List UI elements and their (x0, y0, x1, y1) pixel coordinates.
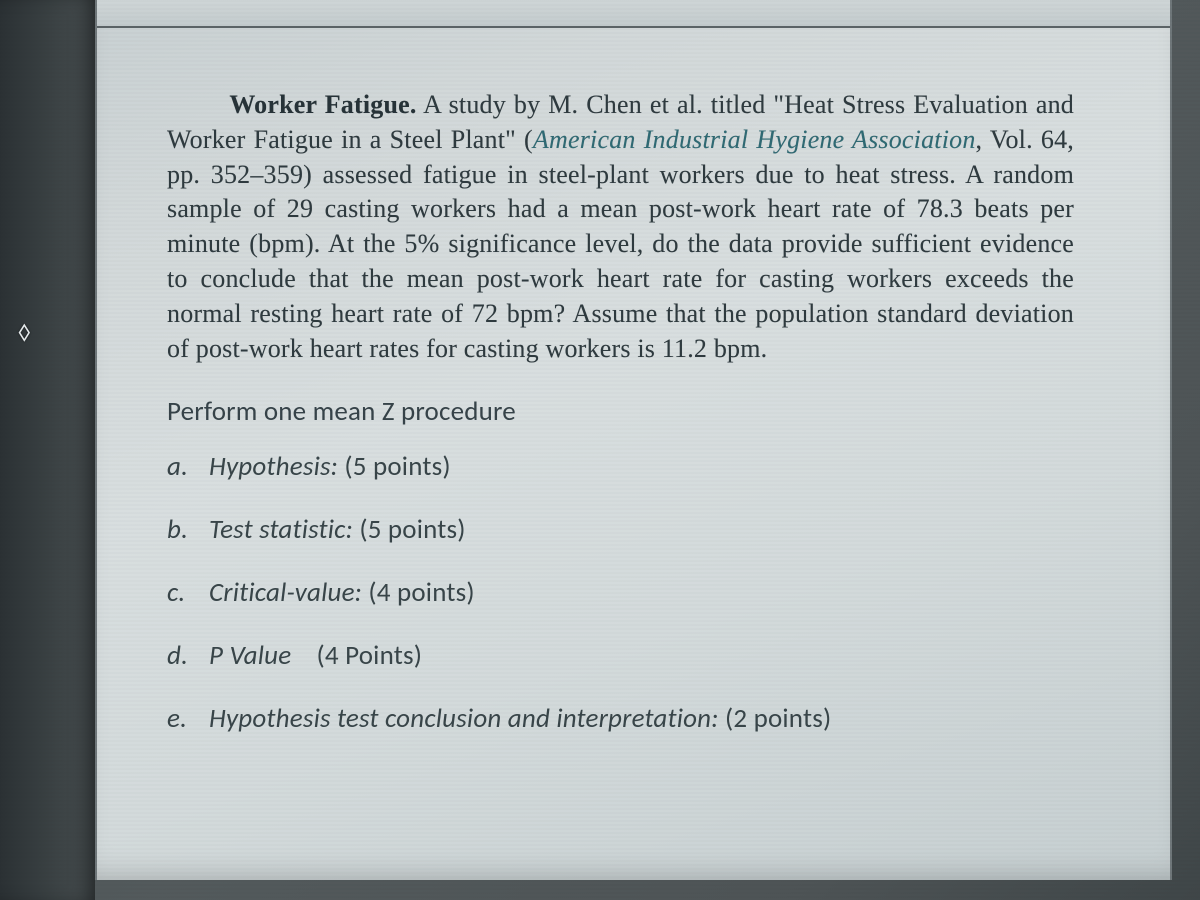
item-marker: c. (167, 576, 195, 609)
problem-journal: American Industrial Hygiene Association (533, 125, 976, 154)
item-points: (5 points) (359, 513, 465, 546)
document-panel: Worker Fatigue. A study by M. Chen et al… (95, 0, 1172, 880)
item-points: (4 Points) (317, 639, 423, 672)
panel-top-rule (97, 0, 1170, 28)
screen-bezel-left (0, 0, 95, 900)
item-d: d. P Value (4 Points) (167, 639, 1074, 672)
item-label: Hypothesis test conclusion and interpret… (209, 702, 719, 735)
item-c: c. Critical-value: (4 points) (167, 576, 1074, 609)
item-marker: b. (167, 513, 195, 546)
item-marker: d. (167, 639, 195, 672)
problem-seg2: , Vol. 64, pp. 352–359) assessed fatigue… (167, 125, 1074, 363)
item-marker: a. (167, 450, 195, 483)
item-points: (2 points) (725, 702, 831, 735)
item-label: Hypothesis: (209, 450, 338, 483)
item-points: (4 points) (368, 576, 474, 609)
item-e: e. Hypothesis test conclusion and interp… (167, 702, 1074, 735)
item-label: Test statistic: (209, 513, 353, 546)
item-a: a. Hypothesis: (5 points) (167, 450, 1074, 483)
item-label: P Value (209, 639, 291, 672)
item-label: Critical-value: (209, 576, 362, 609)
item-b: b. Test statistic: (5 points) (167, 513, 1074, 546)
document-content: Worker Fatigue. A study by M. Chen et al… (97, 28, 1170, 735)
problem-lead: Worker Fatigue. (229, 90, 416, 119)
item-marker: e. (167, 702, 195, 735)
item-points: (5 points) (344, 450, 450, 483)
instruction-line: Perform one mean Z procedure (167, 395, 1074, 428)
problem-paragraph: Worker Fatigue. A study by M. Chen et al… (167, 88, 1074, 367)
question-items: a. Hypothesis: (5 points) b. Test statis… (167, 450, 1074, 735)
